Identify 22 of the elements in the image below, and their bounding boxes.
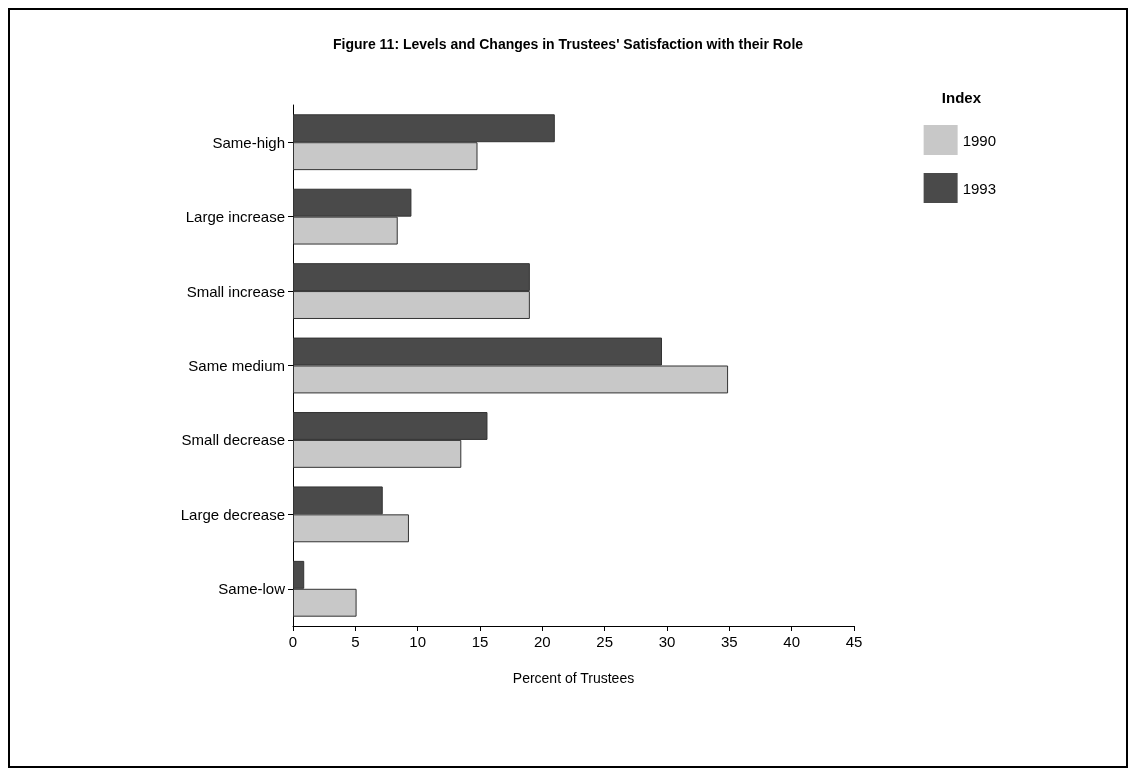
x-tick-label: 25 <box>596 633 614 650</box>
legend-label: 1993 <box>962 179 997 197</box>
x-tick-label: 10 <box>409 633 427 650</box>
x-tick-label: 15 <box>471 633 489 650</box>
y-tick-label: Small decrease <box>181 431 285 449</box>
legend-title: Index <box>941 89 982 106</box>
x-tick-label: 35 <box>720 633 738 650</box>
x-tick-label: 20 <box>533 633 551 650</box>
y-tick-label: Small increase <box>186 282 285 300</box>
y-tick-label: Large increase <box>185 208 285 226</box>
legend-label: 1990 <box>962 131 997 149</box>
x-tick-label: 5 <box>351 633 360 650</box>
x-tick-label: 40 <box>783 633 801 650</box>
x-axis-title: Percent of Trustees <box>512 670 635 686</box>
y-tick-label: Same-high <box>212 133 285 151</box>
y-tick-label: Same medium <box>188 357 285 374</box>
y-tick-label: Same-low <box>218 580 286 598</box>
y-tick-label: Large decrease <box>180 505 285 523</box>
chart-title: Figure 11: Levels and Changes in Trustees' Satisfaction with their Role <box>332 36 804 52</box>
x-tick-label: 30 <box>658 633 676 650</box>
x-tick-label: 45 <box>845 633 863 650</box>
x-tick-label: 0 <box>288 633 298 650</box>
